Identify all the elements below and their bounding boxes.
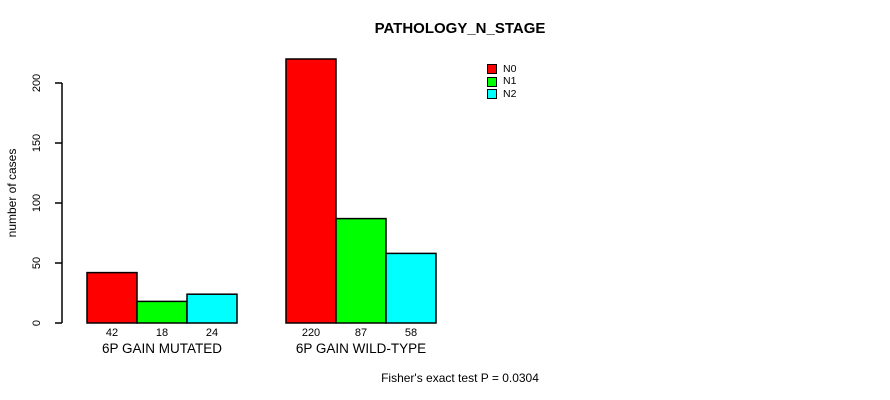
legend-swatch-n1 — [487, 76, 497, 87]
legend: N0 N1 N2 — [487, 63, 516, 100]
stats-annotation: Fisher's exact test P = 0.0304 — [381, 371, 539, 385]
y-tick-label: 200 — [31, 73, 43, 93]
bar-value-label: 87 — [354, 327, 368, 339]
category-label: 6P GAIN WILD-TYPE — [295, 341, 427, 356]
bar-value-label: 42 — [105, 327, 119, 339]
bar-value-label: 18 — [155, 327, 169, 339]
y-tick-label: 0 — [31, 319, 43, 327]
y-tick-label: 100 — [31, 193, 43, 213]
legend-row: N2 — [487, 88, 516, 100]
y-axis-title: number of cases — [5, 148, 19, 238]
legend-row: N1 — [487, 75, 516, 87]
bar-value-label: 58 — [404, 327, 418, 339]
legend-label: N2 — [503, 87, 517, 100]
bar-n1-group1 — [335, 217, 387, 324]
bar-value-label: 24 — [205, 327, 219, 339]
chart-title: PATHOLOGY_N_STAGE — [374, 20, 546, 37]
legend-label: N1 — [503, 75, 517, 88]
legend-swatch-n0 — [487, 64, 497, 75]
bar-value-label: 220 — [301, 327, 321, 339]
y-tick-label: 150 — [31, 133, 43, 153]
legend-label: N0 — [503, 62, 517, 75]
bar-n0-group1 — [285, 58, 337, 324]
bar-n0-group0 — [86, 271, 138, 324]
bar-n2-group0 — [186, 293, 238, 324]
bar-n2-group1 — [385, 252, 437, 324]
legend-swatch-n2 — [487, 88, 497, 99]
y-tick-label: 50 — [31, 256, 43, 270]
legend-row: N0 — [487, 63, 516, 75]
category-label: 6P GAIN MUTATED — [101, 341, 223, 356]
bar-n1-group0 — [136, 300, 188, 324]
